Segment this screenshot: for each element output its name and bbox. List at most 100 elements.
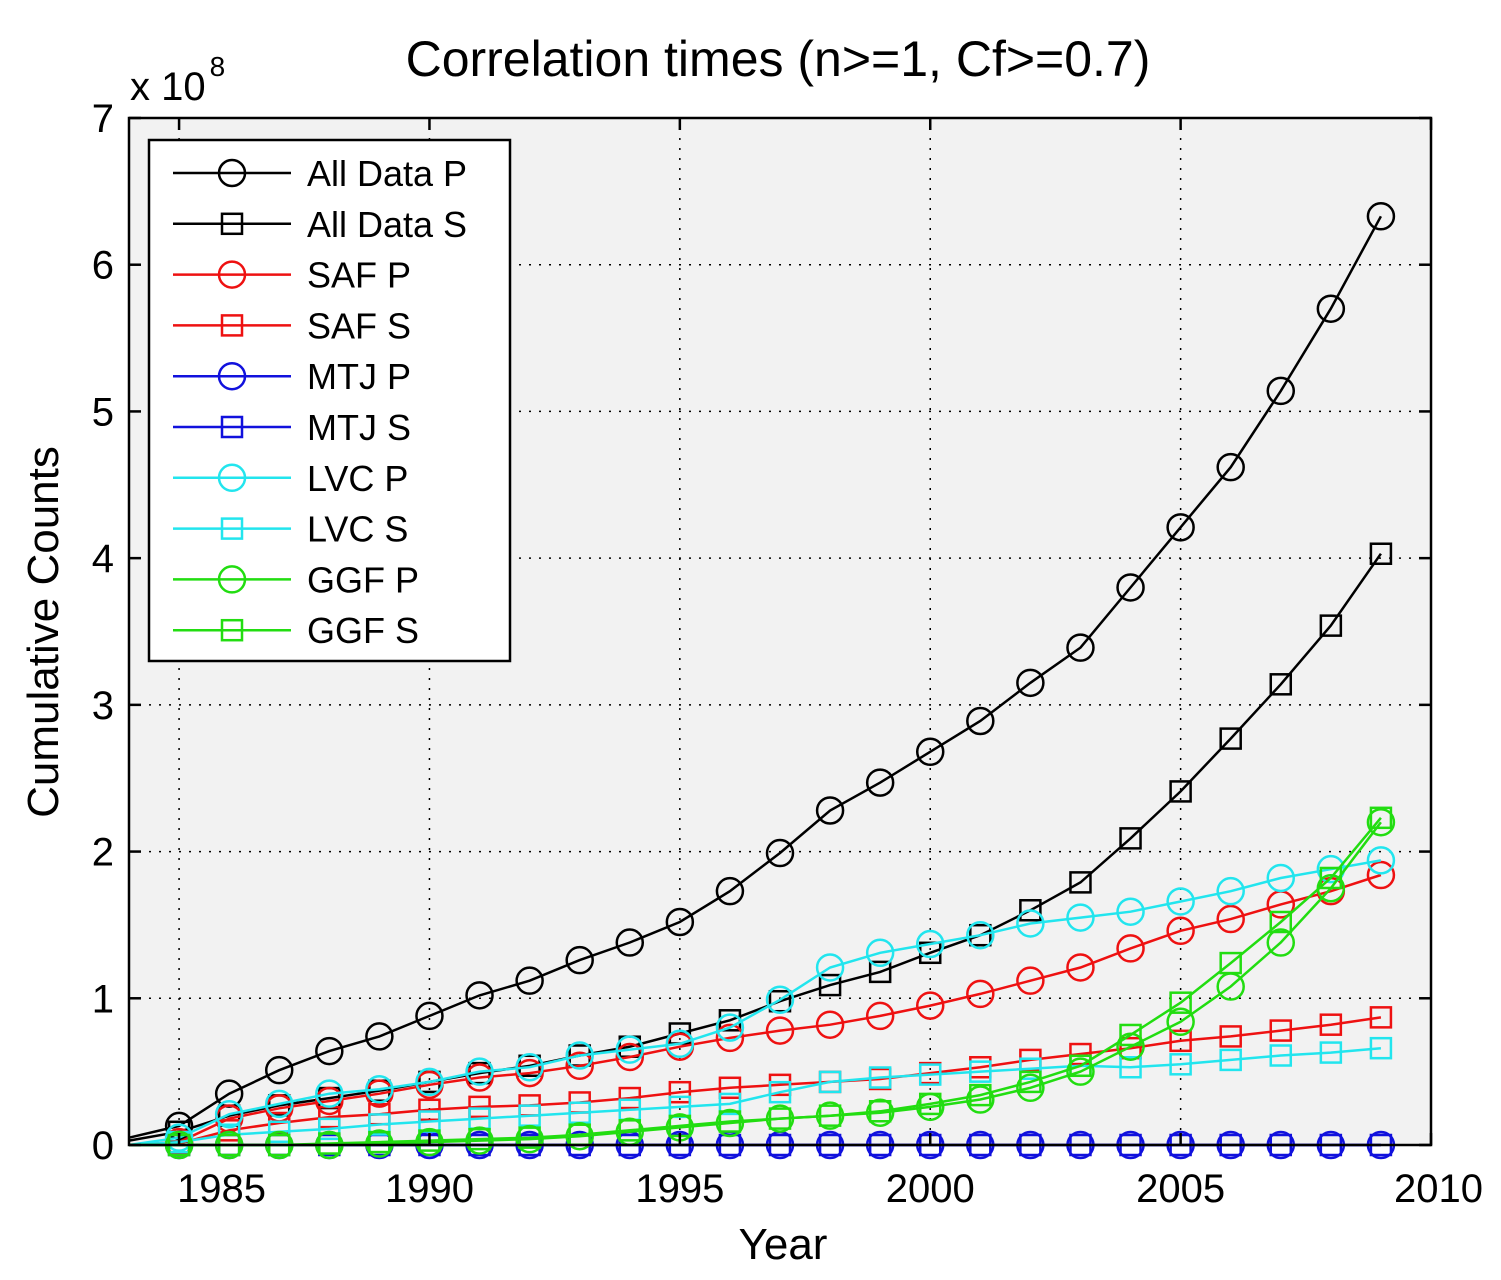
legend-item: SAF P <box>173 255 411 296</box>
data-point-square <box>718 1110 742 1133</box>
data-point-circle <box>465 1063 494 1092</box>
legend-marker-square <box>220 618 244 642</box>
data-point-circle <box>915 737 945 767</box>
x-tick-label: 1985 <box>177 1167 266 1211</box>
plot-area: 1985 1990 1995 2000 2005 2010 0 1 2 3 4 5 6 7 All Data… <box>92 97 1483 1211</box>
y-tick-label: 7 <box>92 97 114 141</box>
data-point-circle <box>1166 1007 1195 1037</box>
data-point-circle <box>1266 863 1296 893</box>
data-point-circle <box>966 706 995 736</box>
legend-label: All Data S <box>307 204 467 245</box>
data-point-square <box>1069 1054 1092 1078</box>
data-point-circle <box>315 1079 344 1108</box>
legend-item: GGF S <box>173 610 419 651</box>
y-tick-label: 5 <box>92 390 114 434</box>
data-point-square <box>818 973 842 997</box>
data-point-circle <box>665 1029 695 1059</box>
series-lvc-p <box>128 846 1396 1152</box>
data-point-circle <box>665 907 695 937</box>
data-point-circle <box>1016 668 1045 698</box>
data-point-circle <box>415 1001 444 1031</box>
data-point-square <box>768 1107 792 1130</box>
legend-item: GGF P <box>173 559 419 600</box>
y-tick-label: 4 <box>92 537 114 581</box>
data-point-circle <box>765 1016 795 1045</box>
legend-marker-square <box>220 415 244 439</box>
legend-label: MTJ S <box>307 407 411 448</box>
legend-label: LVC P <box>307 458 408 499</box>
data-point-square <box>1369 806 1393 830</box>
legend: All Data P All Data S SAF P SAF S MTJ P MTJ S… <box>147 138 512 663</box>
data-point-square <box>618 1086 642 1110</box>
axes-box <box>127 116 1433 1147</box>
legend-label: LVC S <box>307 509 408 550</box>
data-point-circle <box>765 985 795 1015</box>
data-point-square <box>1269 673 1293 696</box>
data-point-circle <box>615 1035 645 1064</box>
y-tick-label: 2 <box>92 831 114 875</box>
data-point-circle <box>966 1085 995 1114</box>
data-point-square <box>1319 1013 1343 1036</box>
x-tick-label: 2010 <box>1394 1167 1483 1211</box>
data-point-square <box>768 989 792 1013</box>
data-point-circle <box>365 1074 394 1104</box>
data-point-circle <box>465 1057 494 1086</box>
data-point-circle <box>565 945 594 975</box>
data-point-circle <box>966 979 995 1009</box>
data-point-circle <box>1116 897 1145 926</box>
legend-label: SAF S <box>307 305 411 346</box>
y-axis-multiplier: x 10 8 <box>130 51 225 109</box>
data-point-circle <box>1116 934 1145 963</box>
data-point-circle <box>1266 928 1296 957</box>
data-point-square <box>468 1127 491 1151</box>
legend-item: MTJ P <box>173 356 411 397</box>
series-line <box>128 1016 1382 1147</box>
data-point-square <box>1219 1048 1242 1072</box>
data-point-square <box>1369 1006 1393 1029</box>
data-point-square <box>468 1095 491 1119</box>
data-point-circle <box>515 966 544 995</box>
legend-item: LVC P <box>173 458 408 499</box>
legend-label: All Data P <box>307 153 467 194</box>
data-point-square <box>1319 614 1343 637</box>
data-point-circle <box>465 981 494 1010</box>
legend-item: SAF S <box>173 305 411 346</box>
legend-marker-circle <box>217 463 247 493</box>
legend-label: MTJ P <box>307 356 411 397</box>
x-tick-label: 2000 <box>886 1167 975 1211</box>
y-axis-multiplier-base: x 10 <box>130 65 206 109</box>
data-point-square <box>1069 1042 1092 1066</box>
data-point-square <box>1269 1019 1293 1042</box>
data-point-circle <box>1216 452 1245 482</box>
legend-marker-circle <box>217 361 247 391</box>
data-point-circle <box>1366 202 1396 231</box>
data-point-circle <box>915 991 945 1020</box>
y-tick-label: 1 <box>92 977 114 1021</box>
data-point-circle <box>915 929 945 959</box>
data-point-circle <box>815 1010 845 1039</box>
data-point-square <box>1119 1055 1142 1079</box>
data-point-square <box>1169 1053 1192 1076</box>
legend-label: SAF P <box>307 255 411 296</box>
data-point-square <box>1019 899 1042 922</box>
data-point-circle <box>765 838 795 868</box>
data-point-circle <box>1066 1057 1095 1086</box>
data-point-square <box>518 1126 541 1149</box>
data-point-square <box>969 923 992 947</box>
data-point-square <box>718 1076 742 1100</box>
data-point-circle <box>1166 916 1195 946</box>
data-point-square <box>1319 1041 1343 1064</box>
data-point-circle <box>1216 876 1245 906</box>
data-point-circle <box>415 1067 444 1097</box>
data-point-square <box>368 1130 391 1154</box>
data-point-square <box>1319 866 1343 890</box>
data-point-circle <box>865 1001 895 1031</box>
data-point-circle <box>1166 513 1195 542</box>
data-point-circle <box>315 1086 344 1116</box>
data-point-circle <box>1366 860 1396 890</box>
data-point-square <box>718 1092 742 1116</box>
x-tick-label: 1990 <box>385 1167 474 1211</box>
data-point-square <box>368 1113 391 1136</box>
data-point-square <box>1119 827 1142 850</box>
